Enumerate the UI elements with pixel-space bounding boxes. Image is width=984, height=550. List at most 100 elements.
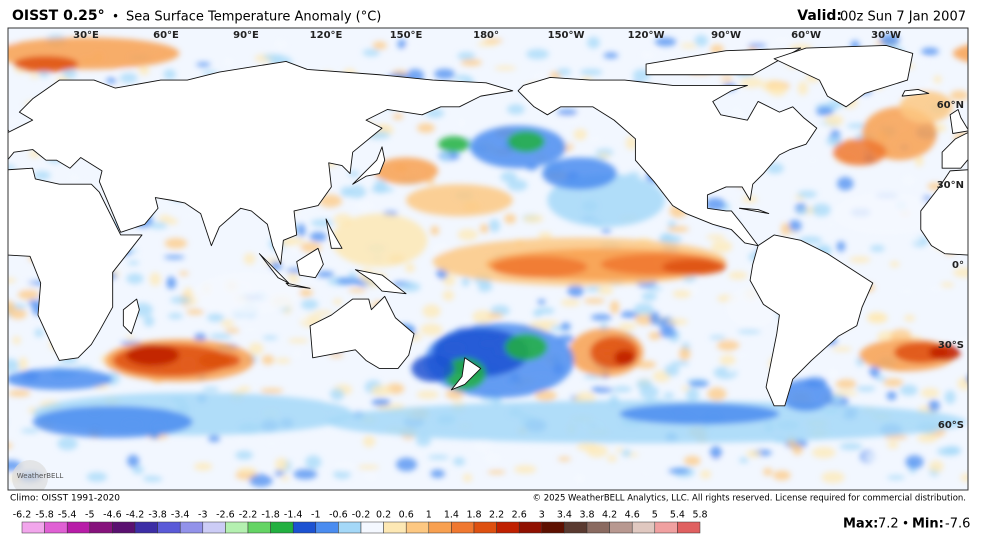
anomaly-cell (710, 240, 733, 253)
anomaly-cell (686, 387, 700, 402)
map-labels: 30°E 60°E 90°E 120°E 150°E 180° 150°W 120°W 90°W… (12, 30, 964, 490)
anomaly-cell (837, 176, 854, 191)
anomaly-cell (316, 271, 335, 278)
legend-label: -2.6 (216, 510, 235, 521)
anomaly-cell (473, 440, 492, 453)
anomaly-cell (267, 464, 277, 476)
anomaly-cell (716, 339, 740, 351)
anomaly-cell (33, 170, 51, 180)
anomaly-region (126, 344, 180, 366)
legend-swatch (89, 521, 113, 534)
anomaly-cell (590, 386, 613, 393)
anomaly-region (899, 90, 953, 123)
anomaly-cell (207, 313, 225, 322)
anomaly-cell (127, 454, 140, 468)
anomaly-region (374, 157, 439, 185)
landmass (309, 295, 415, 369)
anomaly-cell (202, 386, 220, 392)
anomaly-cell (634, 312, 655, 326)
anomaly-cell (768, 83, 787, 97)
anomaly-cell (298, 313, 308, 323)
anomaly-cell (238, 386, 251, 393)
anomaly-cell (917, 433, 938, 443)
anomaly-cell (12, 336, 21, 345)
lon-label: 60°E (153, 30, 179, 41)
anomaly-region (14, 56, 79, 73)
anomaly-cell (681, 385, 690, 391)
anomaly-cell (404, 263, 415, 273)
logo: WeatherBELL (17, 472, 64, 480)
anomaly-cell (179, 271, 189, 276)
anomaly-cell (611, 386, 632, 393)
anomaly-cell (523, 214, 544, 223)
anomaly-cell (457, 116, 467, 130)
anomaly-cell (615, 447, 624, 453)
anomaly-cell (557, 456, 571, 462)
anomaly-cell (220, 319, 235, 327)
anomaly-cell (883, 378, 904, 387)
anomaly-cell (442, 290, 455, 301)
anomaly-cell (262, 54, 285, 60)
anomaly-cell (237, 467, 257, 474)
lon-label: 150°E (390, 30, 423, 41)
anomaly-cell (707, 387, 727, 401)
anomaly-cell (371, 385, 392, 396)
anomaly-cell (196, 62, 211, 67)
anomaly-cell (236, 438, 245, 445)
anomaly-cell (194, 333, 207, 342)
anomaly-cell (373, 179, 388, 194)
anomaly-region (832, 138, 887, 166)
anomaly-cell (886, 391, 897, 401)
anomaly-cell (737, 329, 761, 334)
anomaly-cell (811, 447, 836, 459)
anomaly-cell (127, 260, 140, 266)
anomaly-cell (834, 390, 858, 397)
anomaly-cell (348, 288, 367, 293)
anomaly-cell (163, 255, 185, 260)
legend-label: 4.2 (602, 510, 617, 521)
anomaly-cell (826, 135, 842, 147)
legend-label: -1 (311, 510, 320, 521)
anomaly-cell (460, 59, 482, 67)
anomaly-cell (142, 475, 163, 482)
anomaly-cell (494, 65, 517, 71)
landmass (949, 109, 968, 134)
anomaly-cell (726, 364, 737, 374)
anomaly-region (331, 213, 428, 267)
anomaly-cell (957, 377, 968, 390)
anomaly-cell (275, 357, 291, 364)
anomaly-cell (336, 277, 360, 285)
anomaly-cell (164, 237, 188, 249)
anomaly-cell (573, 128, 588, 141)
anomaly-cell (797, 190, 818, 198)
anomaly-cell (310, 219, 334, 227)
anomaly-cell (264, 441, 279, 446)
legend-label: -3.4 (171, 510, 190, 521)
landmass (8, 128, 10, 132)
anomaly-cell (567, 284, 584, 298)
colorbar: -6.2 -5.8 -5.4 -5 -4.6 -4.2 -3.8 -3.4 -3 -2.6 -2.2… (13, 510, 708, 534)
anomaly-cell (929, 460, 944, 473)
anomaly-cell (426, 280, 446, 286)
anomaly-cell (826, 367, 840, 380)
anomaly-cell (688, 380, 710, 387)
anomaly-cell (357, 464, 380, 470)
legend-swatch (134, 521, 158, 534)
anomaly-cell (781, 222, 790, 236)
anomaly-cell (659, 232, 674, 245)
lat-label: 0° (952, 260, 964, 271)
anomaly-cell (461, 277, 470, 287)
legend-label: -4.6 (103, 510, 122, 521)
anomaly-cell (641, 469, 653, 475)
anomaly-cell (422, 304, 441, 318)
anomaly-cell (797, 207, 809, 214)
anomaly-cell (638, 49, 657, 60)
anomaly-cell (8, 277, 17, 284)
anomaly-cell (694, 34, 708, 47)
map: 30°E 60°E 90°E 120°E 150°E 180° 150°W 120°W 90°W… (8, 28, 984, 490)
legend-swatch (541, 521, 565, 534)
legend-label: 2.2 (489, 510, 504, 521)
anomaly-region (974, 56, 984, 72)
lon-label: 120°E (310, 30, 343, 41)
lon-label: 30°W (871, 30, 901, 41)
